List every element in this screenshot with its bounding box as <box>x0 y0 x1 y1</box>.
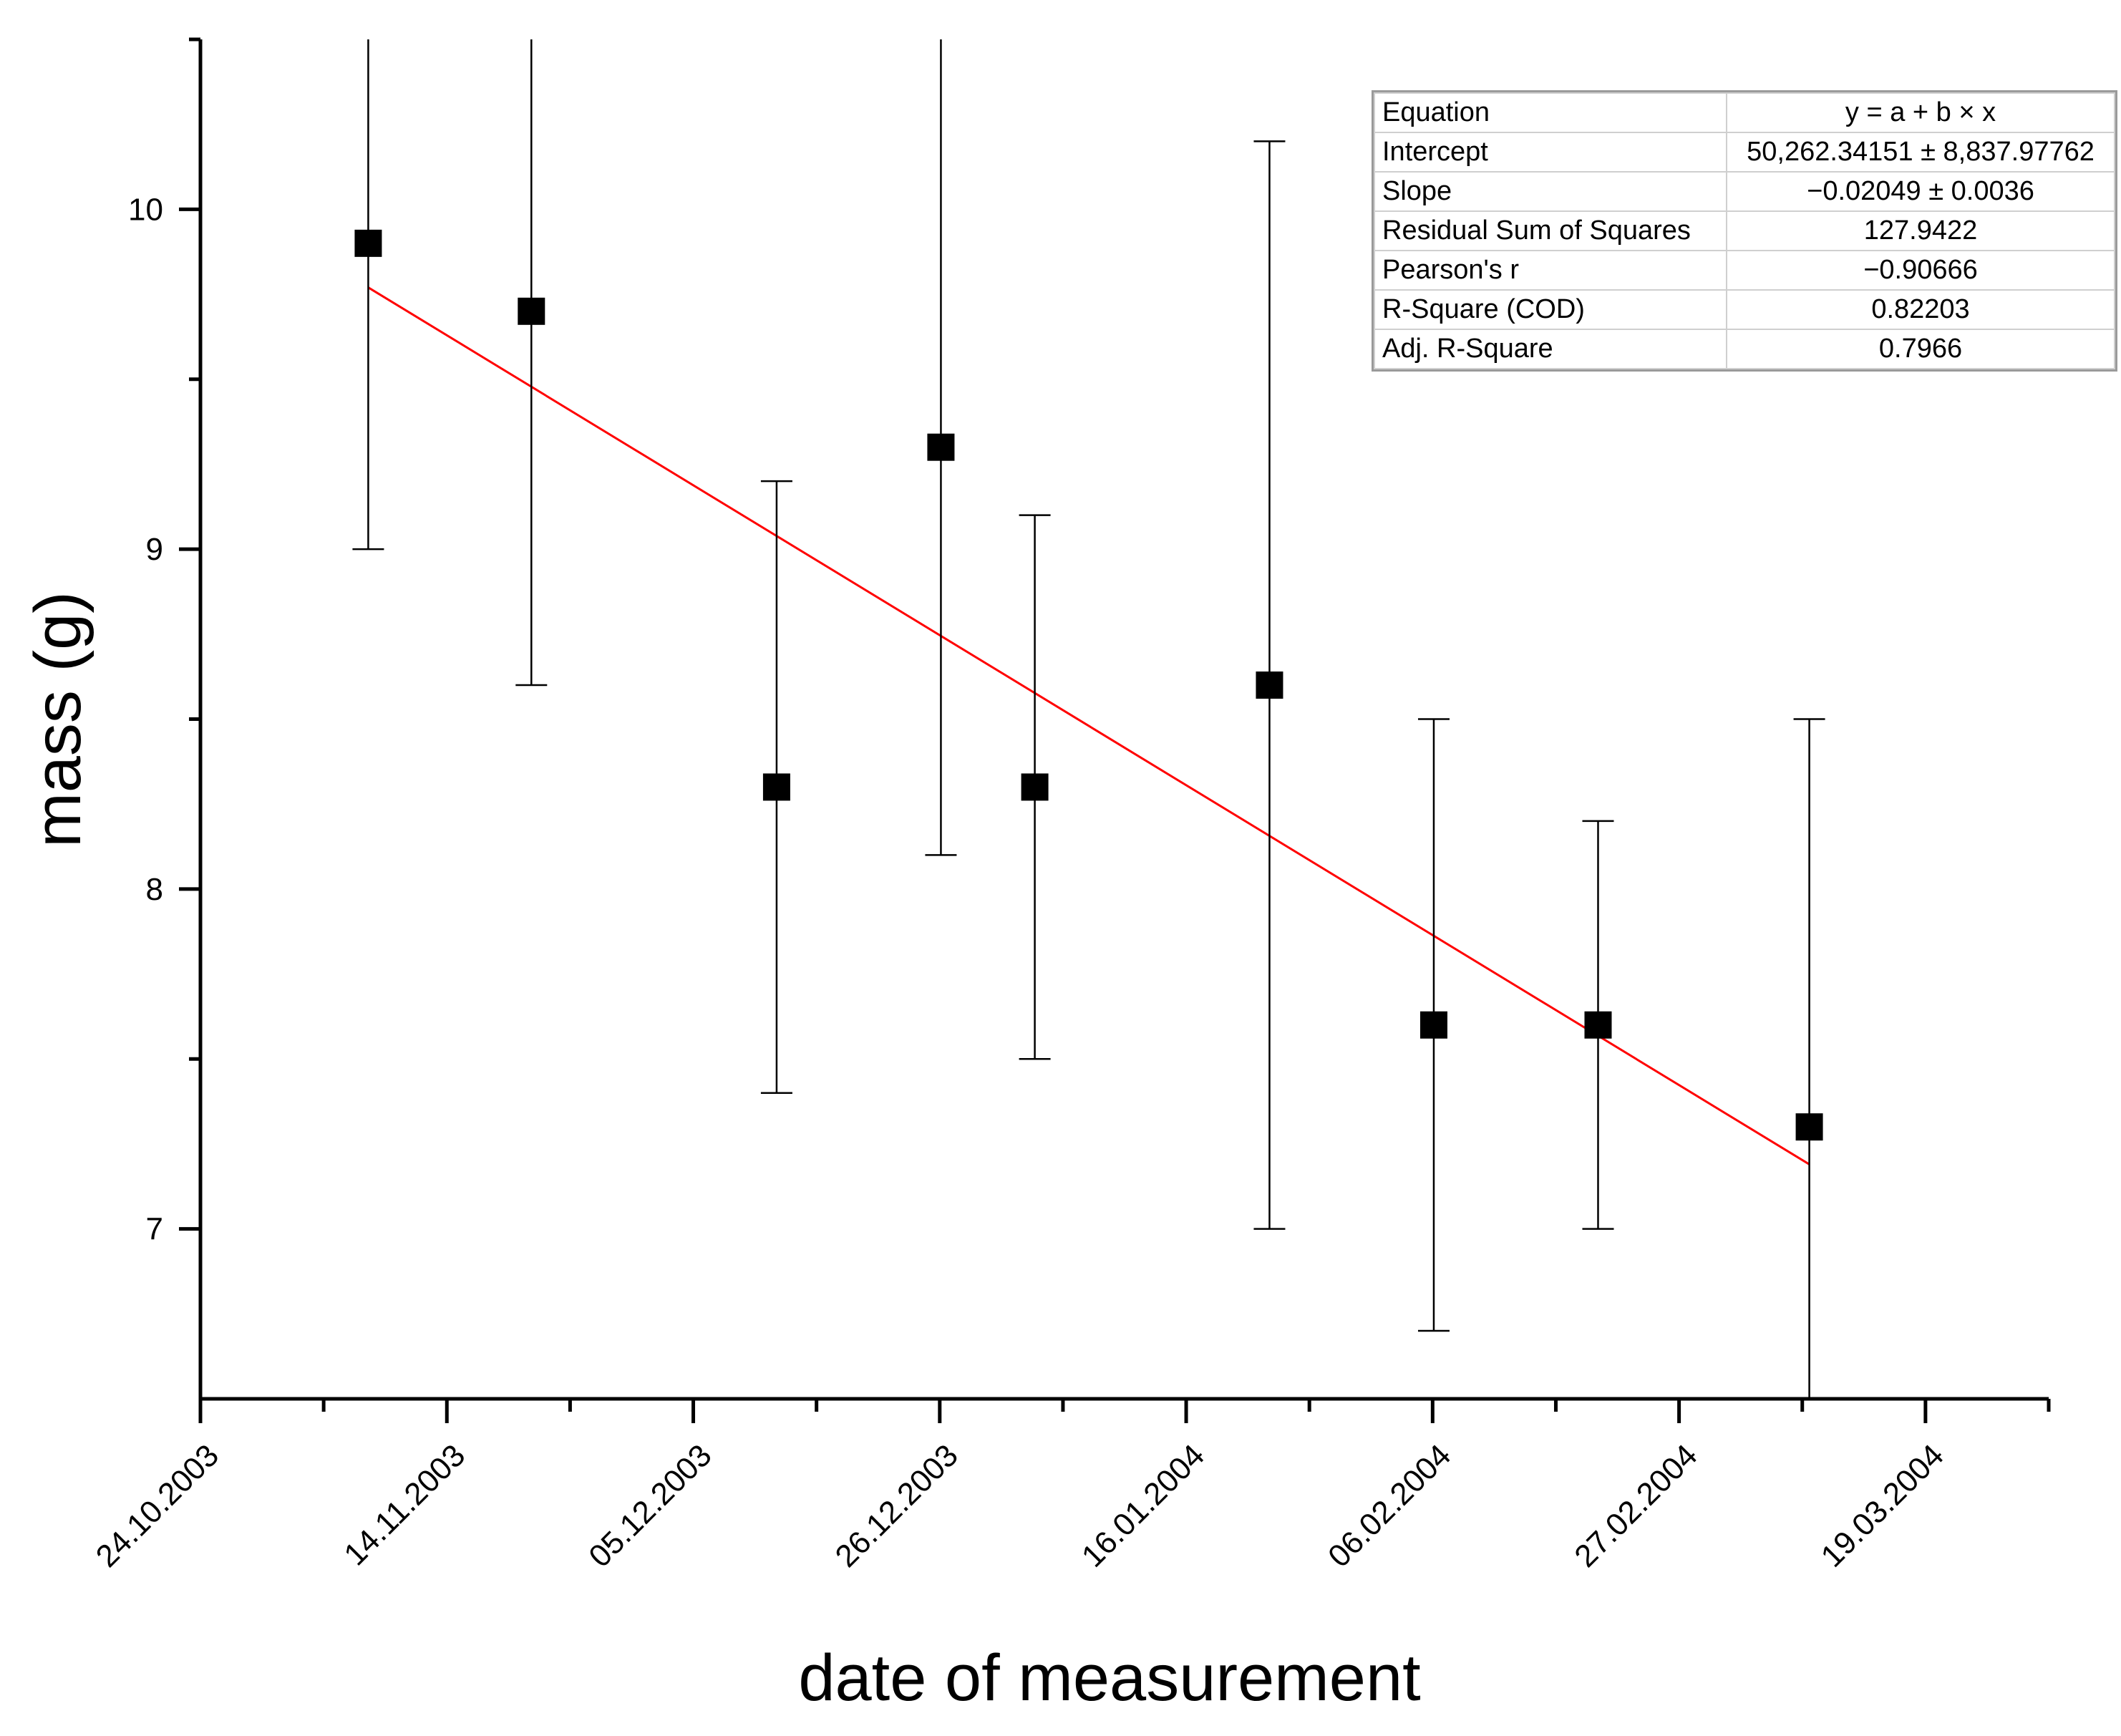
y-tick-label: 9 <box>146 532 163 567</box>
fit-table-value: 0.7966 <box>1726 329 2115 369</box>
x-tick-label: 14.11.2003 <box>337 1437 472 1572</box>
x-axis-title: date of measurement <box>798 1642 1420 1715</box>
fit-table-label: Adj. R-Square <box>1374 329 1727 369</box>
fit-table-label: Slope <box>1374 171 1727 212</box>
fit-table-value: 50,262.34151 ± 8,837.97762 <box>1726 132 2115 173</box>
data-point <box>1021 773 1049 801</box>
data-point <box>927 433 955 461</box>
y-ticks: 7 8 9 10 <box>128 37 200 1247</box>
error-bar <box>352 39 384 551</box>
error-bar <box>515 39 548 687</box>
fit-table-row: Pearson's r −0.90666 <box>1374 250 2115 291</box>
data-point <box>1419 1011 1447 1039</box>
x-tick-label: 16.01.2004 <box>1075 1437 1211 1573</box>
data-point <box>354 229 382 257</box>
y-tick-label: 8 <box>146 872 163 907</box>
fit-line-layer <box>367 286 1810 1165</box>
linear-fit-line <box>367 286 1810 1165</box>
data-point-layer <box>354 229 1823 1141</box>
fit-table-row: R-Square (COD) 0.82203 <box>1374 289 2115 330</box>
y-tick-label: 10 <box>128 192 163 227</box>
fit-table-label: R-Square (COD) <box>1374 289 1727 330</box>
fit-table-value: 127.9422 <box>1726 210 2115 251</box>
y-axis-title: mass (g) <box>21 591 94 848</box>
fit-table-value: −0.02049 ± 0.0036 <box>1726 171 2115 212</box>
fit-results-table: Equation y = a + b × x Intercept 50,262.341… <box>1372 90 2117 372</box>
fit-table-value: y = a + b × x <box>1726 92 2115 133</box>
data-point <box>518 297 545 325</box>
fit-table-label: Pearson's r <box>1374 250 1727 291</box>
x-tick-label: 06.02.2004 <box>1321 1437 1457 1573</box>
fit-table-value: −0.90666 <box>1726 250 2115 291</box>
fit-table-label: Residual Sum of Squares <box>1374 210 1727 251</box>
fit-table-row: Slope −0.02049 ± 0.0036 <box>1374 171 2115 212</box>
error-bar <box>1793 718 1825 1399</box>
data-point <box>1256 671 1283 699</box>
x-tick-label: 05.12.2003 <box>582 1437 718 1573</box>
y-tick-label: 7 <box>146 1212 163 1247</box>
fit-table-value: 0.82203 <box>1726 289 2115 330</box>
fit-table-row: Intercept 50,262.34151 ± 8,837.97762 <box>1374 132 2115 173</box>
data-point <box>1795 1113 1823 1141</box>
x-ticks: 24.10.2003 14.11.2003 05.12.2003 26.12.2003… <box>89 1399 2051 1574</box>
fit-table-label: Equation <box>1374 92 1727 133</box>
data-point <box>1584 1011 1612 1039</box>
fit-table-row: Equation y = a + b × x <box>1374 92 2115 133</box>
fit-table-label: Intercept <box>1374 132 1727 173</box>
data-point <box>762 773 790 801</box>
fit-table-row: Residual Sum of Squares 127.9422 <box>1374 210 2115 251</box>
x-tick-label: 26.12.2003 <box>829 1437 965 1573</box>
fit-table-row: Adj. R-Square 0.7966 <box>1374 329 2115 369</box>
x-tick-label: 27.02.2004 <box>1568 1437 1704 1573</box>
x-tick-label: 19.03.2004 <box>1815 1437 1951 1573</box>
x-tick-label: 24.10.2003 <box>89 1437 225 1573</box>
